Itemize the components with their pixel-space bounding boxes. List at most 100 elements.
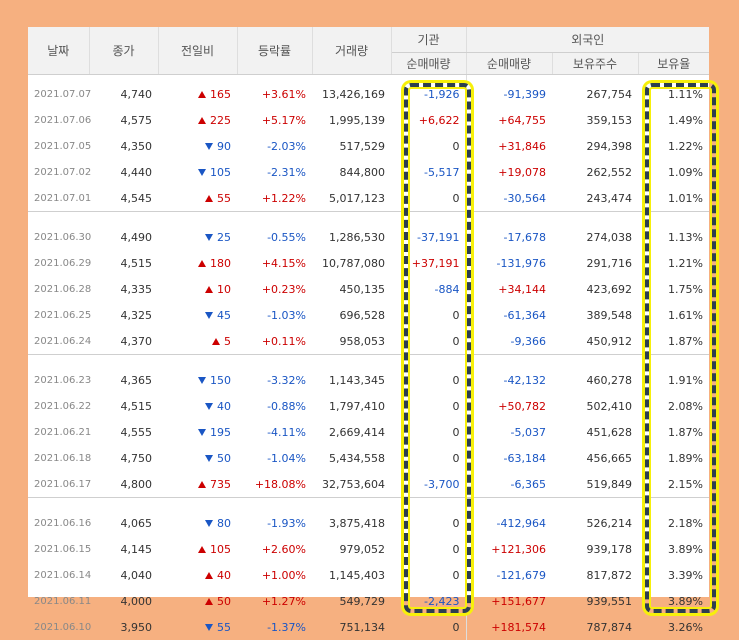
change-cell: 40 [158,562,237,588]
stock-table-card: 날짜 종가 전일비 등락률 거래량 기관 외국인 순매매량 순매매량 보유주수 … [28,27,709,597]
col-header-foreign: 외국인 [466,27,709,53]
highlight-institution-column [404,83,471,613]
volume-cell: 844,800 [312,159,391,185]
change-cell: 45 [158,302,237,328]
foreign-net-cell: +19,078 [466,159,552,185]
col-header-change: 전일비 [158,27,237,75]
rate-cell: -2.03% [237,133,312,159]
foreign-net-cell: +121,306 [466,536,552,562]
rate-cell: +0.11% [237,328,312,355]
rate-cell: -0.88% [237,393,312,419]
rate-cell: -1.37% [237,614,312,640]
triangle-up-icon [205,195,213,202]
change-cell: 25 [158,224,237,250]
volume-cell: 979,052 [312,536,391,562]
date-cell: 2021.06.10 [28,614,89,640]
col-header-volume: 거래량 [312,27,391,75]
change-value: 180 [210,257,231,270]
change-cell: 90 [158,133,237,159]
volume-cell: 3,875,418 [312,510,391,536]
holdings-cell: 243,474 [552,185,638,212]
close-cell: 4,490 [89,224,158,250]
change-cell: 5 [158,328,237,355]
change-value: 165 [210,88,231,101]
date-cell: 2021.06.14 [28,562,89,588]
col-header-hold-ratio: 보유율 [638,53,709,75]
holdings-cell: 267,754 [552,81,638,107]
daily-trading-table: 날짜 종가 전일비 등락률 거래량 기관 외국인 순매매량 순매매량 보유주수 … [28,27,709,640]
triangle-down-icon [205,455,213,462]
change-cell: 55 [158,185,237,212]
triangle-up-icon [198,91,206,98]
date-cell: 2021.06.16 [28,510,89,536]
change-cell: 180 [158,250,237,276]
holdings-cell: 274,038 [552,224,638,250]
close-cell: 4,545 [89,185,158,212]
change-cell: 735 [158,471,237,498]
holdings-cell: 460,278 [552,367,638,393]
change-cell: 150 [158,367,237,393]
rate-cell: +1.00% [237,562,312,588]
close-cell: 4,515 [89,250,158,276]
close-cell: 4,065 [89,510,158,536]
volume-cell: 10,787,080 [312,250,391,276]
date-cell: 2021.06.25 [28,302,89,328]
volume-cell: 549,729 [312,588,391,614]
volume-cell: 1,286,530 [312,224,391,250]
change-cell: 40 [158,393,237,419]
rate-cell: -3.32% [237,367,312,393]
date-cell: 2021.06.22 [28,393,89,419]
col-header-close: 종가 [89,27,158,75]
col-header-inst-net: 순매매량 [391,53,466,75]
change-cell: 105 [158,159,237,185]
col-header-foreign-net: 순매매량 [466,53,552,75]
close-cell: 4,370 [89,328,158,355]
holdings-cell: 502,410 [552,393,638,419]
holdings-cell: 451,628 [552,419,638,445]
foreign-net-cell: -5,037 [466,419,552,445]
group-spacer [28,212,709,225]
volume-cell: 32,753,604 [312,471,391,498]
change-cell: 10 [158,276,237,302]
holdings-cell: 519,849 [552,471,638,498]
rate-cell: -1.03% [237,302,312,328]
change-value: 50 [217,595,231,608]
holdings-cell: 456,665 [552,445,638,471]
triangle-down-icon [205,403,213,410]
close-cell: 4,040 [89,562,158,588]
group-spacer [28,355,709,368]
change-cell: 195 [158,419,237,445]
foreign-net-cell: -61,364 [466,302,552,328]
holdings-cell: 262,552 [552,159,638,185]
change-value: 40 [217,400,231,413]
change-value: 55 [217,621,231,634]
date-cell: 2021.07.06 [28,107,89,133]
volume-cell: 517,529 [312,133,391,159]
holdings-cell: 817,872 [552,562,638,588]
triangle-down-icon [205,234,213,241]
highlight-ratio-column [645,83,716,613]
close-cell: 4,335 [89,276,158,302]
change-value: 80 [217,517,231,530]
triangle-up-icon [205,286,213,293]
holdings-cell: 787,874 [552,614,638,640]
foreign-net-cell: -131,976 [466,250,552,276]
rate-cell: -1.04% [237,445,312,471]
rate-cell: +0.23% [237,276,312,302]
foreign-net-cell: -121,679 [466,562,552,588]
change-value: 25 [217,231,231,244]
close-cell: 4,575 [89,107,158,133]
volume-cell: 450,135 [312,276,391,302]
close-cell: 4,515 [89,393,158,419]
col-header-holdings: 보유주수 [552,53,638,75]
triangle-up-icon [198,260,206,267]
change-value: 10 [217,283,231,296]
